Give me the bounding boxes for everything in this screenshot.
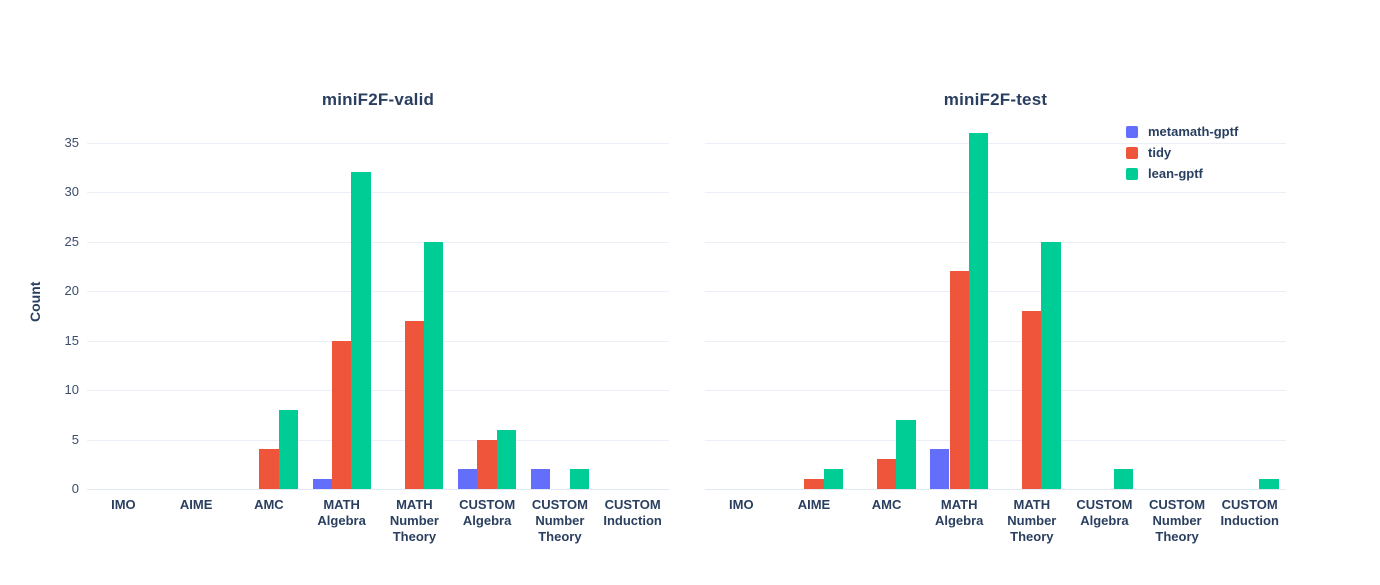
bar-tidy[interactable] xyxy=(1022,310,1042,489)
bar-metamath-gptf[interactable] xyxy=(312,479,332,489)
chart-title-minif2f-test: miniF2F-test xyxy=(943,90,1048,109)
gridline-y15 xyxy=(705,340,1286,342)
bar-lean-gptf[interactable] xyxy=(1041,241,1061,489)
x-tick-label: CUSTOM Induction xyxy=(1220,497,1279,528)
legend-label: lean-gptf xyxy=(1148,166,1203,181)
x-tick-label: MATH Number Theory xyxy=(389,497,439,544)
bar-tidy[interactable] xyxy=(404,320,425,489)
x-tick-label: MATH Algebra xyxy=(317,497,366,528)
x-tick-label: MATH Number Theory xyxy=(1007,497,1057,544)
gridline-y5 xyxy=(87,439,669,441)
bar-lean-gptf[interactable] xyxy=(569,469,589,489)
legend-item-tidy[interactable]: tidy xyxy=(1126,146,1238,159)
bar-lean-gptf[interactable] xyxy=(424,241,444,489)
x-tick-label: CUSTOM Algebra xyxy=(1076,497,1133,528)
y-tick-label: 25 xyxy=(64,233,79,249)
x-tick-label: IMO xyxy=(111,497,136,512)
y-tick-label: 0 xyxy=(71,481,79,496)
y-tick-label: 10 xyxy=(64,382,79,397)
bar-tidy[interactable] xyxy=(876,459,897,489)
plot-area-minif2f-test[interactable] xyxy=(705,114,1286,490)
gridline-y30 xyxy=(87,192,669,193)
gridline-y0 xyxy=(87,489,669,490)
gridline-y35 xyxy=(705,142,1286,144)
legend-swatch-tidy xyxy=(1126,146,1138,159)
bar-tidy[interactable] xyxy=(804,479,824,489)
bar-lean-gptf[interactable] xyxy=(896,419,916,489)
plot-area-minif2f-valid[interactable] xyxy=(87,114,669,490)
legend-swatch-metamath-gptf xyxy=(1126,125,1138,138)
legend: metamath-gptf tidy lean-gptf xyxy=(1126,125,1238,188)
gridline-y5 xyxy=(705,439,1286,441)
bar-tidy[interactable] xyxy=(259,449,279,489)
gridline-y10 xyxy=(705,390,1286,391)
bar-tidy[interactable] xyxy=(331,340,352,489)
bar-lean-gptf[interactable] xyxy=(968,132,989,489)
legend-label: tidy xyxy=(1148,145,1172,160)
y-tick-label: 5 xyxy=(71,431,79,447)
gridline-y10 xyxy=(87,390,669,391)
bar-metamath-gptf[interactable] xyxy=(930,449,950,489)
bar-lean-gptf[interactable] xyxy=(1114,469,1134,489)
bar-tidy[interactable] xyxy=(477,439,497,489)
bar-lean-gptf[interactable] xyxy=(1259,479,1279,489)
gridline-y20 xyxy=(705,291,1286,292)
bar-lean-gptf[interactable] xyxy=(496,429,517,489)
x-tick-label: MATH Algebra xyxy=(934,497,984,528)
x-tick-label: AIME xyxy=(797,497,831,512)
legend-label: metamath-gptf xyxy=(1148,124,1239,139)
legend-item-metamath-gptf[interactable]: metamath-gptf xyxy=(1126,125,1238,138)
x-tick-label: AIME xyxy=(179,497,213,512)
gridline-y0 xyxy=(705,489,1286,490)
x-tick-label: AMC xyxy=(871,497,902,512)
bar-tidy[interactable] xyxy=(949,271,969,489)
bar-lean-gptf[interactable] xyxy=(823,469,843,489)
gridline-y25 xyxy=(705,241,1286,243)
y-axis-title: Count xyxy=(27,281,43,323)
y-tick-label: 15 xyxy=(64,332,79,348)
bar-lean-gptf[interactable] xyxy=(351,172,371,489)
x-tick-label: CUSTOM Number Theory xyxy=(1149,497,1206,544)
x-tick-label: CUSTOM Induction xyxy=(603,497,662,528)
x-tick-label: IMO xyxy=(729,497,754,512)
y-tick-label: 30 xyxy=(64,184,79,199)
gridline-y30 xyxy=(705,192,1286,193)
gridline-y20 xyxy=(87,291,669,292)
bar-lean-gptf[interactable] xyxy=(278,409,298,489)
gridline-y35 xyxy=(87,142,669,144)
x-tick-label: CUSTOM Number Theory xyxy=(531,497,588,544)
bar-metamath-gptf[interactable] xyxy=(458,469,478,489)
legend-swatch-lean-gptf xyxy=(1126,167,1138,180)
y-tick-label: 35 xyxy=(64,134,79,150)
gridline-y15 xyxy=(87,340,669,342)
x-tick-label: AMC xyxy=(254,497,284,512)
legend-item-lean-gptf[interactable]: lean-gptf xyxy=(1126,167,1238,180)
x-tick-label: CUSTOM Algebra xyxy=(459,497,516,528)
bar-metamath-gptf[interactable] xyxy=(530,469,551,489)
chart-title-minif2f-valid: miniF2F-valid xyxy=(321,90,435,109)
y-tick-label: 20 xyxy=(64,283,79,298)
gridline-y25 xyxy=(87,241,669,243)
